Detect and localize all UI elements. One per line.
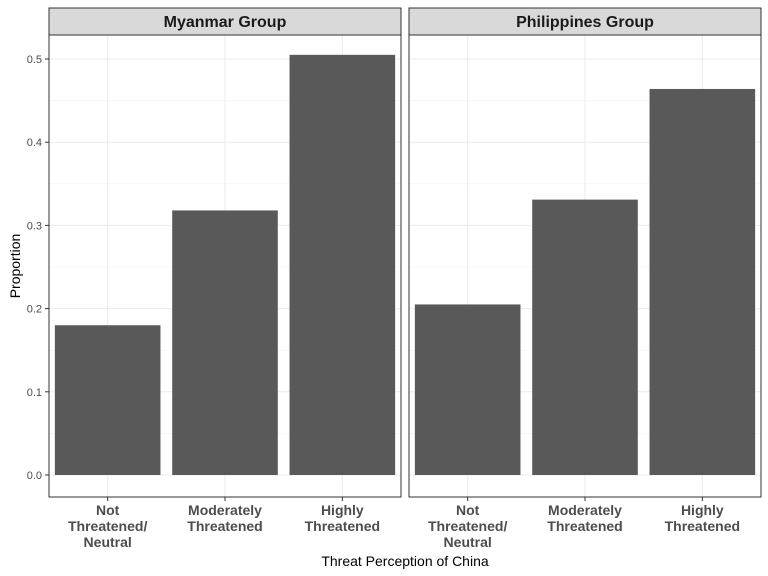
- panel-strip: [408, 7, 762, 36]
- panel-title: Myanmar Group: [164, 14, 287, 31]
- x-tick-label-line: Not: [96, 502, 120, 518]
- bar-2: [532, 199, 638, 475]
- x-tick-label-line: Neutral: [84, 534, 132, 550]
- x-tick-label-line: Threatened: [547, 518, 622, 534]
- x-tick-label-line: Highly: [681, 502, 724, 518]
- x-tick-label-line: Threatened/: [428, 518, 507, 534]
- x-tick-label-line: Threatened: [187, 518, 262, 534]
- x-tick-label-line: Moderately: [548, 502, 622, 518]
- bar-1: [54, 325, 161, 475]
- x-tick-label-line: Threatened: [305, 518, 380, 534]
- x-tick-label: Moderately Threatened: [547, 502, 622, 534]
- x-tick-label: Not Threatened/Neutral: [428, 502, 507, 550]
- x-tick-label-line: Not: [456, 502, 480, 518]
- panel-1: Myanmar Group Not Threatened/Neutral Modera…: [48, 7, 402, 550]
- bar-3: [289, 54, 396, 476]
- panel-2: Philippines Group Not Threatened/Neutral Mo…: [408, 7, 762, 550]
- x-tick-label: Highly Threatened: [305, 502, 380, 534]
- x-tick-label-line: Neutral: [444, 534, 492, 550]
- x-tick-label: Moderately Threatened: [187, 502, 262, 534]
- bar-2: [172, 210, 278, 475]
- bar-3: [649, 88, 756, 476]
- y-tick-label: 0.0: [27, 470, 42, 482]
- y-tick-label: 0.1: [27, 387, 42, 399]
- y-tick-label: 0.5: [27, 54, 42, 66]
- y-axis-title: Proportion: [7, 234, 23, 299]
- y-tick-label: 0.3: [27, 220, 42, 232]
- x-axis-title: Threat Perception of China: [321, 553, 489, 569]
- y-tick-label: 0.4: [27, 137, 42, 149]
- panel-strip: [48, 7, 402, 36]
- x-tick-label-line: Threatened/: [68, 518, 147, 534]
- x-tick-label-line: Threatened: [665, 518, 740, 534]
- x-tick-label-line: Moderately: [188, 502, 262, 518]
- bar-1: [414, 304, 521, 475]
- y-tick-label: 0.2: [27, 304, 42, 316]
- x-tick-label: Not Threatened/Neutral: [68, 502, 147, 550]
- x-tick-label: Highly Threatened: [665, 502, 740, 534]
- panel-title: Philippines Group: [516, 14, 654, 31]
- x-tick-label-line: Highly: [321, 502, 364, 518]
